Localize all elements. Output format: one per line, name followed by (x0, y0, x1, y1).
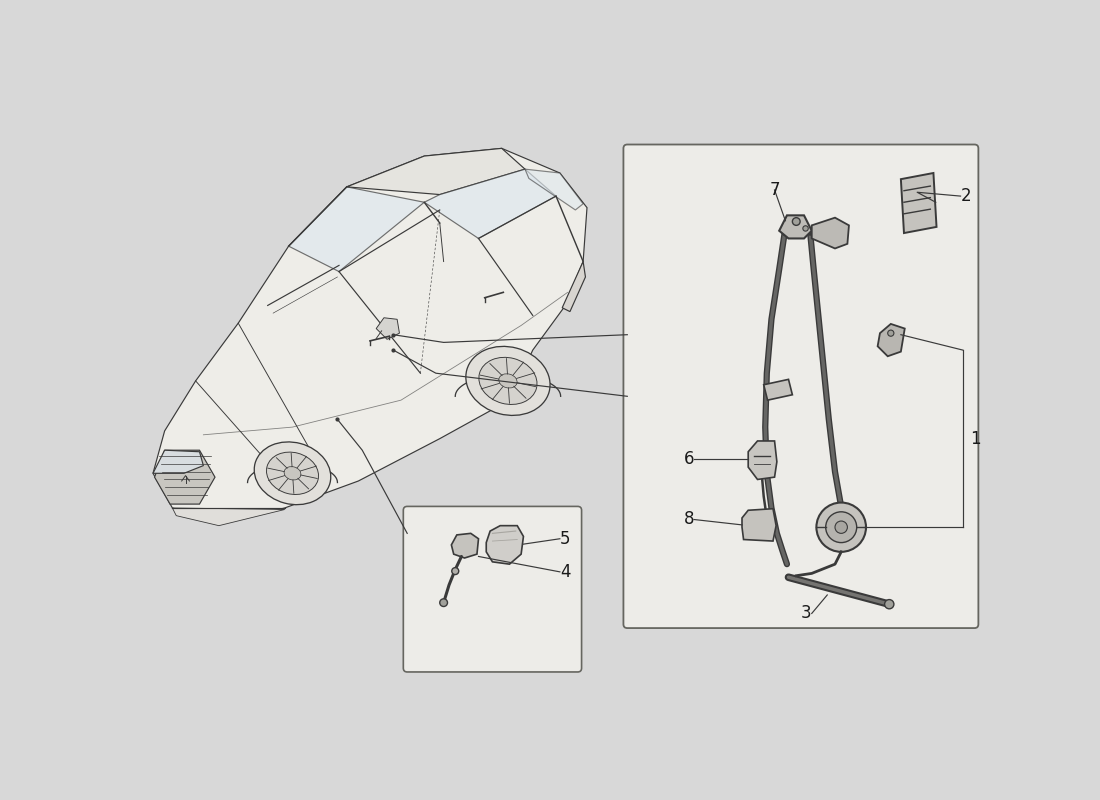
Ellipse shape (498, 374, 517, 388)
Text: 2: 2 (960, 187, 971, 205)
Polygon shape (346, 148, 525, 194)
Polygon shape (153, 450, 204, 474)
Polygon shape (288, 187, 425, 271)
Circle shape (888, 330, 894, 336)
Polygon shape (901, 173, 936, 233)
Polygon shape (376, 318, 399, 339)
Text: 6: 6 (683, 450, 694, 469)
FancyBboxPatch shape (404, 506, 582, 672)
Polygon shape (742, 509, 777, 541)
Ellipse shape (254, 442, 331, 505)
Circle shape (452, 568, 459, 574)
Polygon shape (748, 441, 777, 479)
Circle shape (816, 502, 866, 552)
Circle shape (803, 226, 808, 231)
Polygon shape (451, 534, 478, 558)
Polygon shape (525, 169, 583, 210)
Ellipse shape (465, 346, 550, 415)
Ellipse shape (284, 466, 301, 480)
Polygon shape (153, 148, 587, 523)
Ellipse shape (478, 358, 537, 405)
Text: 4: 4 (560, 563, 571, 581)
Polygon shape (486, 526, 524, 564)
Polygon shape (812, 218, 849, 249)
Circle shape (884, 599, 894, 609)
Circle shape (440, 599, 448, 606)
Polygon shape (562, 262, 585, 312)
Circle shape (792, 218, 800, 226)
Text: 5: 5 (560, 530, 571, 548)
Circle shape (835, 521, 847, 534)
Text: 3: 3 (801, 605, 812, 622)
Ellipse shape (266, 452, 319, 494)
Circle shape (826, 512, 857, 542)
Polygon shape (878, 324, 904, 356)
Text: 8: 8 (683, 510, 694, 529)
Polygon shape (425, 169, 556, 238)
Polygon shape (763, 379, 792, 400)
FancyBboxPatch shape (624, 145, 978, 628)
Text: 1: 1 (970, 430, 981, 448)
Polygon shape (154, 450, 215, 504)
Polygon shape (173, 508, 285, 526)
Text: 7: 7 (769, 181, 780, 199)
Polygon shape (779, 215, 812, 238)
